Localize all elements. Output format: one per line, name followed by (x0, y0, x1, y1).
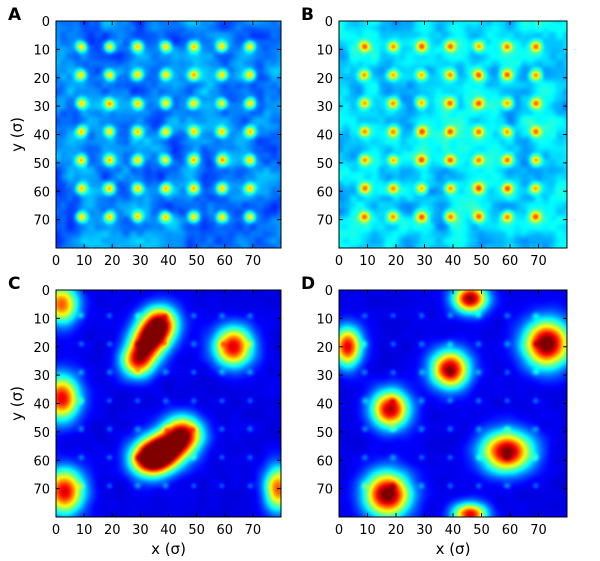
y-tick-label: 30 (33, 369, 50, 384)
x-tick-label: 10 (359, 254, 376, 269)
panel-label: C (8, 274, 20, 294)
y-tick-label: 70 (33, 483, 50, 498)
x-tick-label: 70 (245, 254, 262, 269)
panel-label: A (8, 5, 22, 25)
panel-c: 0 10 20 30 40 50 60 70 0 10 20 30 40 50 60 70 Cy (σ) x (σ… (8, 274, 282, 558)
y-axis-label: y (σ) (8, 386, 26, 421)
x-tick-label: 30 (132, 254, 149, 269)
x-tick-label: 70 (530, 523, 547, 538)
y-tick-label: 60 (316, 185, 333, 200)
y-tick-label: 30 (316, 100, 333, 115)
y-axis-label: y (σ) (8, 117, 26, 152)
y-tick-label: 40 (316, 129, 333, 144)
x-tick-label: 10 (76, 523, 93, 538)
x-tick-label: 30 (416, 523, 433, 538)
y-tick-label: 20 (316, 72, 333, 87)
x-tick-label: 30 (132, 523, 149, 538)
x-tick-label: 40 (160, 523, 177, 538)
y-tick-label: 10 (316, 43, 333, 58)
y-tick-label: 40 (33, 398, 50, 413)
x-tick-label: 0 (335, 254, 343, 269)
y-tick-label: 20 (33, 72, 50, 87)
x-tick-label: 40 (160, 254, 177, 269)
y-tick-label: 0 (325, 284, 333, 299)
y-tick-label: 60 (33, 185, 50, 200)
y-tick-label: 70 (33, 214, 50, 229)
x-axis-label: x (σ) (436, 540, 471, 558)
x-tick-label: 20 (388, 254, 405, 269)
panel-a: 0 10 20 30 40 50 60 70 0 10 20 30 40 50 60 70 Ay (σ) (8, 5, 282, 269)
x-tick-label: 60 (216, 254, 233, 269)
x-tick-label: 50 (188, 254, 205, 269)
y-tick-label: 50 (33, 426, 50, 441)
panel-b: 0 10 20 30 40 50 60 70 0 10 20 30 40 50 60 70 B (301, 5, 568, 269)
x-tick-label: 10 (359, 523, 376, 538)
x-tick-label: 20 (104, 254, 121, 269)
panel-d: 0 10 20 30 40 50 60 70 0 10 20 30 40 50 60 70 Dx (σ) (301, 274, 568, 558)
x-tick-label: 60 (502, 254, 519, 269)
y-tick-label: 60 (33, 454, 50, 469)
x-axis-label: x (σ) (151, 540, 186, 558)
x-tick-label: 20 (104, 523, 121, 538)
y-tick-label: 50 (33, 157, 50, 172)
y-tick-label: 10 (33, 312, 50, 327)
panel-label: B (301, 5, 314, 25)
x-tick-label: 70 (530, 254, 547, 269)
x-tick-label: 50 (473, 523, 490, 538)
y-tick-label: 0 (42, 284, 50, 299)
panel-label: D (301, 274, 315, 294)
y-tick-label: 70 (316, 483, 333, 498)
y-tick-label: 30 (316, 369, 333, 384)
y-tick-label: 20 (316, 341, 333, 356)
x-tick-label: 50 (473, 254, 490, 269)
x-tick-label: 40 (445, 523, 462, 538)
x-tick-label: 0 (52, 254, 60, 269)
x-tick-label: 50 (188, 523, 205, 538)
x-tick-label: 40 (445, 254, 462, 269)
x-tick-label: 0 (52, 523, 60, 538)
heatmap-image (339, 290, 567, 517)
heatmap-image (339, 21, 567, 248)
y-tick-label: 50 (316, 426, 333, 441)
x-tick-label: 20 (388, 523, 405, 538)
y-tick-label: 60 (316, 454, 333, 469)
y-tick-label: 10 (316, 312, 333, 327)
heatmap-image (56, 290, 281, 517)
x-tick-label: 60 (502, 523, 519, 538)
x-tick-label: 30 (416, 254, 433, 269)
y-tick-label: 30 (33, 100, 50, 115)
y-tick-label: 20 (33, 341, 50, 356)
y-tick-label: 40 (33, 129, 50, 144)
heatmap-image (56, 21, 281, 248)
y-tick-label: 0 (325, 15, 333, 30)
y-tick-label: 40 (316, 398, 333, 413)
y-tick-label: 10 (33, 43, 50, 58)
x-tick-label: 10 (76, 254, 93, 269)
x-tick-label: 0 (335, 523, 343, 538)
x-tick-label: 60 (216, 523, 233, 538)
y-tick-label: 70 (316, 214, 333, 229)
x-tick-label: 70 (245, 523, 262, 538)
y-tick-label: 0 (42, 15, 50, 30)
y-tick-label: 50 (316, 157, 333, 172)
